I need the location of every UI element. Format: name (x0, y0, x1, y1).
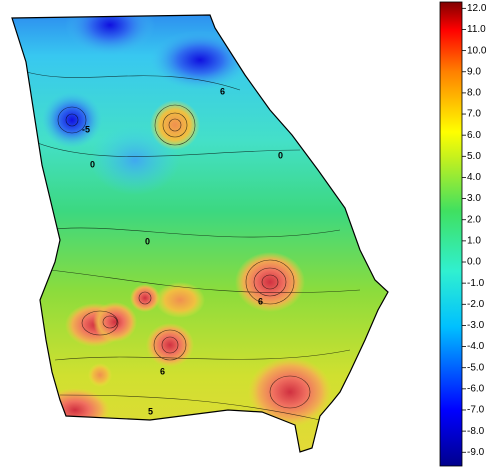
colorbar-tick-label: -6.0 (467, 383, 485, 394)
contour-label: 6 (220, 86, 225, 96)
contour-label: 0 (145, 236, 150, 246)
colorbar-tick-label: 11.0 (467, 24, 486, 35)
colorbar-tick-label: 6.0 (467, 130, 481, 141)
colorbar-tick-label: 8.0 (467, 88, 481, 99)
colorbar-tick-label: 12.0 (467, 3, 487, 14)
contour-label: 6 (258, 296, 263, 306)
colorbar-tick-label: -5.0 (467, 362, 485, 373)
colorbar-tick-label: 3.0 (467, 193, 481, 204)
contour-labels: 0 6 0 -5 6 5 0 6 (82, 86, 283, 416)
colorbar-tick-label: 0.0 (467, 257, 481, 268)
colorbar-tick-label: 4.0 (467, 172, 481, 183)
colorbar-tick-label: -2.0 (467, 299, 485, 310)
colorbar-tick-label: 5.0 (467, 151, 481, 162)
colorbar-tick-label: 7.0 (467, 109, 481, 120)
colorbar-gradient (439, 1, 463, 467)
contour-label: 0 (278, 150, 283, 160)
colorbar-tick-label: -8.0 (467, 426, 485, 437)
contour-label: 6 (160, 366, 165, 376)
colorbar-tick-label: -9.0 (467, 447, 485, 458)
colorbar-tick-label: -1.0 (467, 278, 485, 289)
colorbar-tick-label: 10.0 (467, 45, 487, 56)
contour-label: 0 (90, 159, 95, 169)
colorbar-tick-label: -4.0 (467, 341, 485, 352)
colorbar-tick-label: 2.0 (467, 214, 481, 225)
colorbar-tick-label: 1.0 (467, 236, 481, 247)
colorbar-tick-label: -7.0 (467, 405, 485, 416)
contour-label: 5 (148, 406, 153, 416)
colorbar-tick-label: -3.0 (467, 320, 485, 331)
contour-label: -5 (82, 124, 90, 134)
colorbar-tick-label: 9.0 (467, 66, 481, 77)
colorbar: 12.0 11.0 10.0 9.0 8.0 7.0 6.0 5.0 4.0 3.0 2.0 1.0 0… (439, 1, 487, 467)
